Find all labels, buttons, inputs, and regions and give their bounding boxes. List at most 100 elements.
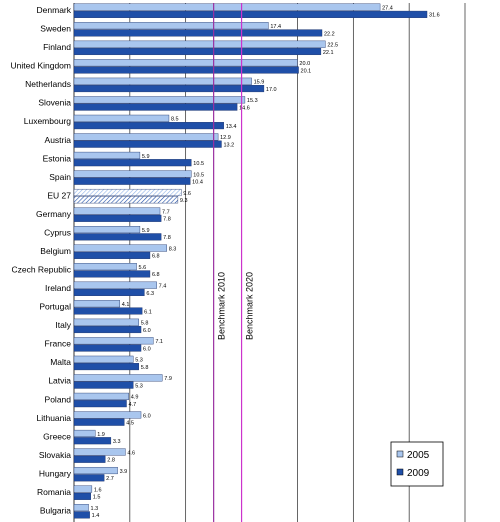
data-label: 15.9 xyxy=(254,80,265,86)
legend-swatch xyxy=(396,468,404,476)
data-label: 5.8 xyxy=(141,365,149,371)
data-label: 17.4 xyxy=(270,24,281,30)
category-label: Belgium xyxy=(40,246,71,256)
data-label: 1.3 xyxy=(91,506,99,512)
data-label: 5.6 xyxy=(139,265,147,271)
data-label: 9.3 xyxy=(180,198,188,204)
data-label: 20.1 xyxy=(301,68,312,74)
category-label: Latvia xyxy=(48,376,71,386)
bar-2005 xyxy=(73,3,381,11)
data-label: 7.1 xyxy=(155,339,163,345)
data-label: 3.3 xyxy=(113,439,121,445)
data-label: 5.9 xyxy=(142,154,150,160)
bar-2009 xyxy=(73,307,143,315)
data-label: 20.0 xyxy=(299,61,310,67)
bar-2005 xyxy=(73,96,246,104)
category-label: Germany xyxy=(36,209,72,219)
bar-2005 xyxy=(73,374,163,382)
category-label: Luxembourg xyxy=(24,116,72,126)
category-label: Bulgaria xyxy=(40,505,71,515)
data-label: 5.9 xyxy=(142,228,150,234)
bar-2005 xyxy=(73,170,192,178)
data-label: 7.4 xyxy=(159,284,167,290)
data-label: 22.1 xyxy=(323,50,334,56)
data-label: 4.7 xyxy=(129,402,137,408)
bar-2005 xyxy=(73,114,170,122)
data-label: 7.7 xyxy=(162,209,170,215)
data-label: 4.1 xyxy=(122,302,130,308)
data-label: 10.5 xyxy=(193,161,204,167)
bar-2009 xyxy=(73,455,106,463)
legend: 2005 2009 xyxy=(390,441,444,487)
category-label: Netherlands xyxy=(25,79,71,89)
data-label: 1.6 xyxy=(94,487,102,493)
bar-2009 xyxy=(73,400,127,408)
data-label: 1.5 xyxy=(93,495,101,501)
bar-2005 xyxy=(73,429,96,437)
bar-2005 xyxy=(73,59,298,67)
data-label: 31.6 xyxy=(429,13,440,19)
bar-2005 xyxy=(73,392,129,400)
data-label: 8.3 xyxy=(169,246,177,252)
data-label: 6.0 xyxy=(143,346,151,352)
category-label: Greece xyxy=(43,431,71,441)
category-label: United Kingdom xyxy=(11,61,71,71)
bar-2009 xyxy=(73,418,125,426)
bar-2005 xyxy=(73,244,167,252)
bar-2009 xyxy=(73,270,151,278)
data-label: 5.3 xyxy=(135,383,143,389)
category-label: Lithuania xyxy=(36,413,71,423)
bar-2005 xyxy=(73,448,126,456)
data-label: 6.3 xyxy=(146,291,154,297)
bar-2009 xyxy=(73,159,192,167)
data-label: 7.8 xyxy=(163,217,171,223)
data-label: 13.4 xyxy=(226,124,237,130)
data-label: 7.9 xyxy=(164,376,172,382)
data-label: 9.6 xyxy=(183,191,191,197)
bar-2005 xyxy=(73,504,89,512)
data-label: 1.4 xyxy=(92,513,100,519)
bar-2009 xyxy=(73,344,142,352)
bar-2009 xyxy=(73,437,112,445)
category-label: Slovenia xyxy=(38,98,71,108)
legend-swatch xyxy=(396,450,404,458)
legend-label: 2005 xyxy=(407,450,430,461)
bar-2005 xyxy=(73,22,269,30)
bar-2005 xyxy=(73,40,326,48)
bar-2009 xyxy=(73,122,224,130)
bar-2005 xyxy=(73,77,252,85)
data-label: 22.5 xyxy=(327,43,338,49)
bar-2009 xyxy=(73,177,191,185)
bar-2005 xyxy=(73,133,219,141)
data-label: 5.8 xyxy=(141,321,149,327)
benchmark-label: Benchmark 2020 xyxy=(245,272,255,340)
bar-2005 xyxy=(73,466,118,475)
bar-2005 xyxy=(73,226,141,234)
bar-2009 xyxy=(73,10,428,18)
category-label: Portugal xyxy=(39,302,71,312)
bar-2005 xyxy=(73,151,141,159)
category-label: Malta xyxy=(50,357,71,367)
category-label: Cyprus xyxy=(44,227,71,237)
data-label: 4.5 xyxy=(126,421,134,427)
data-label: 1.9 xyxy=(97,432,105,438)
bar-2009 xyxy=(73,492,91,500)
category-label: Romania xyxy=(37,487,71,497)
bar-2009 xyxy=(73,251,151,259)
data-label: 6.8 xyxy=(152,254,160,260)
category-label: EU 27 xyxy=(47,190,71,200)
data-label: 17.0 xyxy=(266,87,277,93)
category-label: France xyxy=(45,339,72,349)
bar-2009 xyxy=(73,214,162,222)
bar-2009 xyxy=(73,511,90,519)
bar-2005 xyxy=(73,337,154,345)
category-label: Estonia xyxy=(43,153,72,163)
bar-2009 xyxy=(73,29,323,37)
category-label: Ireland xyxy=(45,283,71,293)
bar-2009 xyxy=(73,288,145,296)
bar-2009 xyxy=(73,66,299,74)
data-label: 3.9 xyxy=(120,469,128,475)
category-label: Poland xyxy=(45,394,72,404)
bar-2009 xyxy=(73,325,142,334)
category-label: Czech Republic xyxy=(11,265,71,275)
